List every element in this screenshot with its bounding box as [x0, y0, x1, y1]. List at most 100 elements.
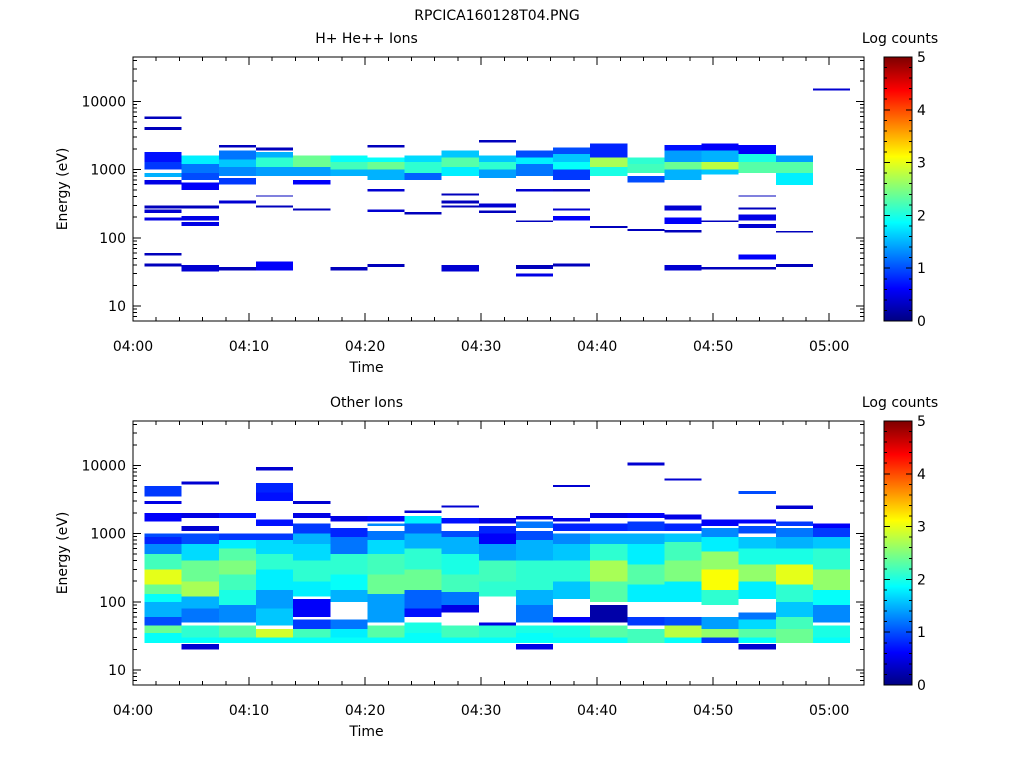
colorbar-segment	[884, 425, 912, 428]
colorbar-segment	[884, 193, 912, 196]
colorbar-segment	[884, 251, 912, 254]
colorbar-segment	[884, 475, 912, 478]
heatmap-cell	[478, 155, 516, 162]
heatmap-cell	[775, 528, 813, 537]
colorbar-segment	[884, 127, 912, 130]
heatmap-cell	[181, 596, 219, 609]
heatmap-cell	[553, 560, 591, 582]
colorbar-segment	[884, 483, 912, 486]
heatmap-cell	[404, 510, 442, 514]
colorbar-segment	[884, 559, 912, 562]
colorbar-segment	[884, 229, 912, 232]
heatmap-cell	[738, 643, 776, 650]
heatmap-cell	[218, 574, 256, 590]
heatmap-cell	[478, 161, 516, 170]
heatmap-cell	[181, 625, 219, 638]
colorbar-segment	[884, 83, 912, 86]
heatmap-cell	[367, 264, 405, 268]
heatmap-cell	[590, 143, 628, 158]
colorbar-segment	[884, 501, 912, 504]
heatmap-cell	[812, 625, 851, 638]
colorbar-segment	[884, 277, 912, 280]
heatmap-cell	[627, 584, 665, 602]
colorbar-segment	[884, 423, 912, 426]
heatmap-cell	[181, 155, 219, 165]
heatmap-cell	[367, 209, 405, 212]
colorbar-segment	[884, 675, 912, 678]
heatmap-cell	[515, 540, 554, 561]
axes-frame	[132, 56, 865, 322]
heatmap-cell	[330, 161, 368, 170]
heatmap-cell	[664, 616, 702, 626]
colorbar-segment	[884, 261, 912, 264]
heatmap-cell	[330, 628, 368, 638]
colorbar-segment	[884, 599, 912, 602]
colorbar-segment	[884, 575, 912, 578]
colorbar-segment	[884, 137, 912, 140]
colorbar-tick-label: 3	[917, 520, 926, 536]
colorbar-segment	[884, 303, 912, 306]
colorbar-label: Log counts	[862, 31, 938, 47]
colorbar-segment	[884, 463, 912, 466]
heatmap-cell	[478, 533, 516, 545]
colorbar-segment	[884, 219, 912, 222]
colorbar-segment	[884, 191, 912, 194]
heatmap-cell	[738, 637, 776, 643]
heatmap-cell	[144, 594, 182, 602]
heatmap-cell	[590, 157, 628, 167]
y-ticks: 10 100 1000 10000	[81, 423, 864, 686]
heatmap-cell	[218, 604, 256, 623]
colorbar-segment	[884, 643, 912, 646]
colorbar-segment	[884, 271, 912, 274]
heatmap-cell	[664, 169, 702, 181]
heatmap-cell	[701, 143, 739, 151]
colorbar-segment	[884, 533, 912, 536]
heatmap-cell	[144, 554, 182, 570]
heatmap-cell	[293, 628, 331, 638]
colorbar-segment	[884, 601, 912, 604]
y-ticks: 10 100 1000 10000	[81, 59, 864, 322]
colorbar-segment	[884, 291, 912, 294]
heatmap-cell	[144, 632, 182, 643]
colorbar-segment	[884, 525, 912, 528]
colorbar-segment	[884, 121, 912, 124]
heatmap-cell	[293, 513, 331, 518]
heatmap-cell	[255, 492, 294, 502]
heatmap-cell	[441, 505, 479, 508]
colorbar-segment	[884, 225, 912, 228]
heatmap-cell	[775, 521, 813, 526]
heatmap-cell	[404, 622, 442, 633]
colorbar-segment	[884, 157, 912, 160]
heatmap-cell	[181, 560, 219, 582]
x-tick-label: 04:10	[229, 339, 269, 355]
heatmap-cell	[330, 589, 368, 602]
heatmap-cell	[590, 604, 628, 623]
heatmap-cell	[590, 523, 628, 531]
colorbar-segment	[884, 541, 912, 544]
colorbar-segment	[884, 531, 912, 534]
heatmap-cell	[553, 581, 591, 599]
heatmap-cell	[664, 230, 702, 233]
x-tick-label: 04:30	[461, 703, 501, 719]
colorbar-segment	[884, 185, 912, 188]
heatmap-cell	[404, 548, 442, 570]
heatmap-cell	[478, 622, 516, 626]
heatmap-cell	[441, 574, 479, 592]
colorbar-segment	[884, 477, 912, 480]
colorbar-segment	[884, 487, 912, 490]
colorbar-segment	[884, 579, 912, 582]
heatmap-cell	[293, 619, 331, 629]
colorbar-segment	[884, 97, 912, 100]
heatmap-cell	[144, 569, 182, 585]
colorbar-segment	[884, 175, 912, 178]
heatmap-cell	[441, 554, 479, 575]
colorbar-segment	[884, 123, 912, 126]
heatmap-cell	[255, 166, 294, 177]
heatmap-cell	[144, 252, 182, 256]
heatmap-cell	[701, 267, 739, 270]
colorbar-segment	[884, 249, 912, 252]
colorbar-frame	[883, 56, 913, 322]
heatmap-cell	[664, 533, 702, 543]
heatmap-cell	[367, 530, 405, 541]
x-tick-label: 04:40	[577, 703, 617, 719]
